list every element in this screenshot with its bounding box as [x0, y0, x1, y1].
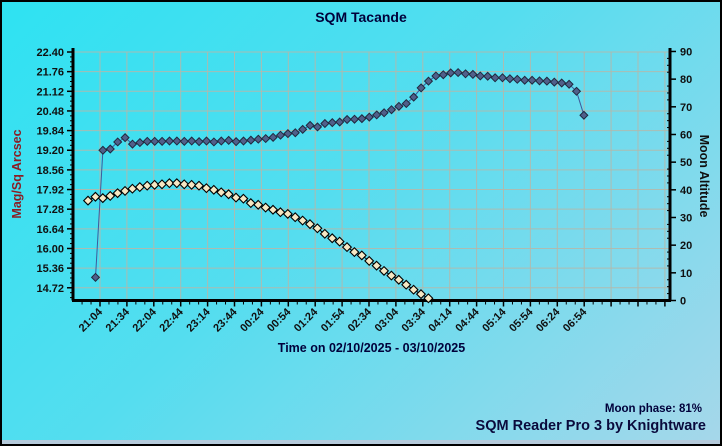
- svg-text:16.00: 16.00: [36, 243, 64, 255]
- svg-text:70: 70: [680, 102, 692, 114]
- svg-text:10: 10: [680, 268, 692, 280]
- svg-text:17.28: 17.28: [36, 204, 64, 216]
- svg-text:18.56: 18.56: [36, 165, 64, 177]
- chart-title: SQM Tacande: [315, 9, 407, 25]
- svg-text:30: 30: [680, 212, 692, 224]
- svg-text:06:24: 06:24: [534, 306, 563, 335]
- svg-text:22:04: 22:04: [131, 306, 160, 335]
- svg-text:04:44: 04:44: [453, 306, 482, 335]
- svg-text:90: 90: [680, 46, 692, 58]
- svg-text:06:54: 06:54: [561, 306, 590, 335]
- svg-text:21:04: 21:04: [77, 306, 106, 335]
- svg-text:21.12: 21.12: [36, 86, 64, 98]
- svg-text:19.84: 19.84: [36, 126, 64, 138]
- svg-text:15.36: 15.36: [36, 263, 64, 275]
- svg-text:22:44: 22:44: [157, 306, 186, 335]
- svg-text:0: 0: [680, 296, 686, 308]
- svg-text:04:14: 04:14: [426, 306, 455, 335]
- svg-text:17.92: 17.92: [36, 185, 64, 197]
- svg-text:00:54: 00:54: [265, 306, 294, 335]
- svg-text:20: 20: [680, 240, 692, 252]
- svg-text:23:44: 23:44: [211, 306, 240, 335]
- svg-text:21.76: 21.76: [36, 67, 64, 79]
- left-axis-ticks: 22.40 21.76 21.12 20.48 19.84 19.20 18.56 17.92…: [36, 47, 73, 299]
- svg-text:50: 50: [680, 157, 692, 169]
- svg-text:16.64: 16.64: [36, 224, 64, 236]
- svg-text:19.20: 19.20: [36, 145, 64, 157]
- x-axis-title: Time on 02/10/2025 - 03/10/2025: [277, 341, 466, 355]
- svg-text:60: 60: [680, 129, 692, 141]
- svg-text:40: 40: [680, 185, 692, 197]
- svg-text:14.72: 14.72: [36, 283, 64, 295]
- svg-text:23:14: 23:14: [184, 306, 213, 335]
- svg-text:05:54: 05:54: [507, 306, 536, 335]
- svg-text:00:24: 00:24: [238, 306, 267, 335]
- svg-text:21:34: 21:34: [104, 306, 133, 335]
- series-moon_altitude_deg: [82, 178, 434, 304]
- right-axis-title: Moon Altitude: [697, 134, 711, 218]
- x-axis-ticks: 21:0421:3422:0422:4423:1423:4400:2400:54…: [77, 300, 666, 335]
- moon-phase-label: Moon phase: 81%: [604, 403, 702, 415]
- svg-text:80: 80: [680, 74, 692, 86]
- window-bottom-edge: [2, 440, 720, 444]
- left-axis-title: Mag/Sq Arcsec: [10, 129, 24, 219]
- svg-text:05:14: 05:14: [480, 306, 509, 335]
- svg-text:22.40: 22.40: [36, 47, 64, 59]
- svg-text:03:34: 03:34: [400, 306, 429, 335]
- series-sqm_mag_sq_arcsec: [90, 67, 589, 282]
- svg-text:02:34: 02:34: [346, 306, 375, 335]
- svg-text:01:24: 01:24: [292, 306, 321, 335]
- chart-grid: [73, 51, 670, 301]
- app-brand-label: SQM Reader Pro 3 by Knightware: [475, 418, 706, 434]
- svg-text:03:04: 03:04: [373, 306, 402, 335]
- svg-text:01:54: 01:54: [319, 306, 348, 335]
- right-axis-ticks: 90 80 70 60 50 40 30 20 10 0: [667, 46, 692, 308]
- svg-text:20.48: 20.48: [36, 106, 64, 118]
